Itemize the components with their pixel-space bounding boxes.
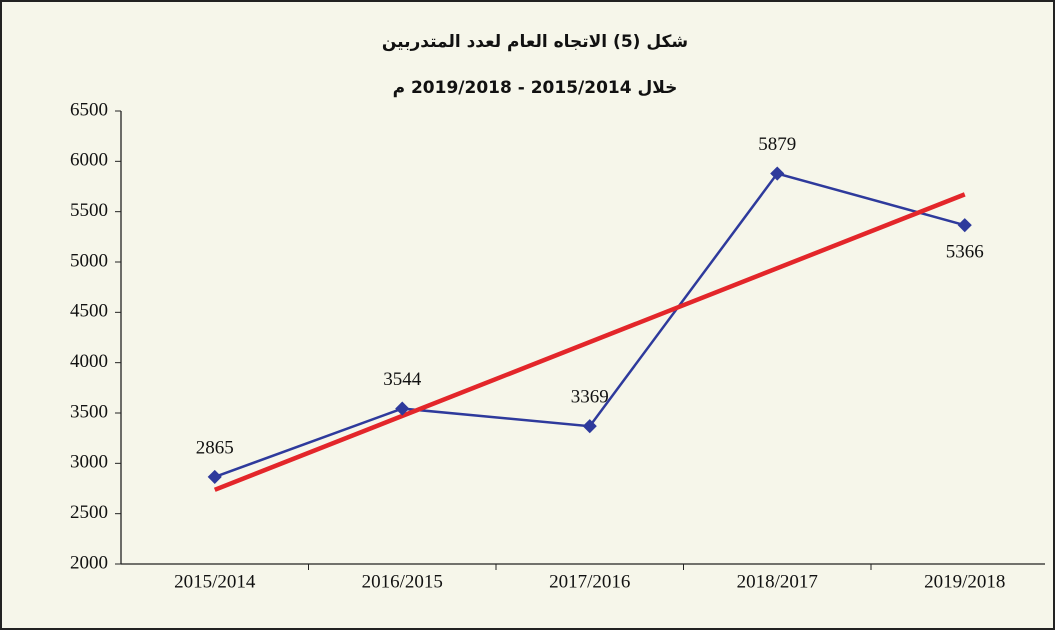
x-tick-label: 2018/2017 (737, 571, 818, 592)
chart-title: شكل (5) الاتجاه العام لعدد المتدربين (382, 32, 688, 52)
x-tick-label: 2019/2018 (924, 571, 1005, 592)
x-tick-label: 2016/2015 (362, 571, 443, 592)
data-point (207, 469, 222, 484)
data-label: 3544 (383, 369, 422, 390)
data-point (582, 419, 597, 434)
data-label: 3369 (571, 387, 609, 408)
y-tick-label: 3500 (70, 401, 108, 422)
y-tick-label: 3000 (70, 452, 108, 473)
data-point (957, 218, 972, 233)
data-label: 5879 (758, 134, 796, 155)
trend-line (213, 192, 966, 492)
data-label: 2865 (196, 437, 234, 458)
y-tick-label: 4500 (70, 301, 108, 322)
y-tick-label: 6500 (70, 99, 108, 120)
x-tick-label: 2015/2014 (174, 571, 256, 592)
y-tick-label: 5500 (70, 200, 108, 221)
data-point (770, 166, 785, 181)
x-tick-label: 2017/2016 (549, 571, 630, 592)
y-tick-label: 2500 (70, 502, 108, 523)
data-point (395, 401, 410, 416)
y-tick-label: 5000 (70, 250, 108, 271)
y-tick-label: 4000 (70, 351, 108, 372)
chart-subtitle: خلال 2015/2014 - 2019/2018 م (393, 78, 678, 98)
y-tick-label: 2000 (70, 552, 108, 573)
data-label: 5366 (946, 242, 984, 263)
y-tick-label: 6000 (70, 150, 108, 171)
